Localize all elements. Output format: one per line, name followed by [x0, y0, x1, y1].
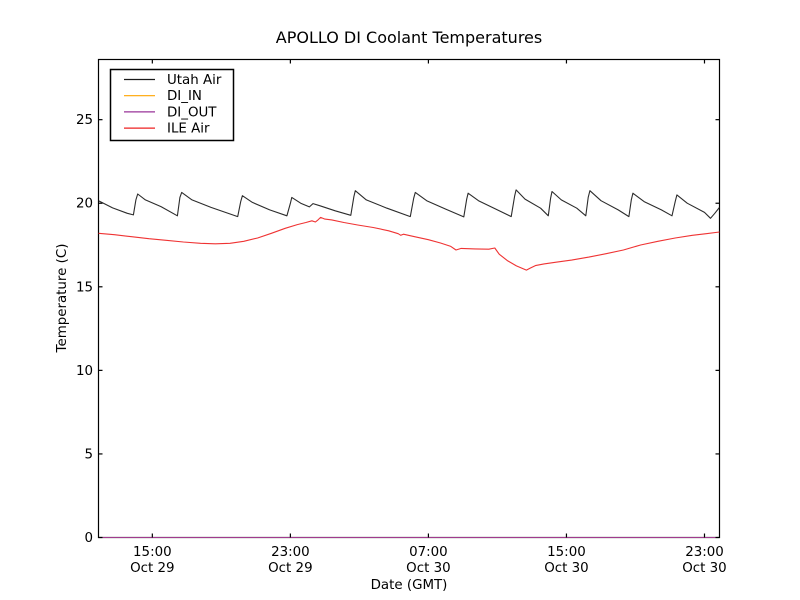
y-tick-label: 25 — [76, 113, 93, 128]
y-tick-label: 5 — [84, 447, 93, 462]
x-tick-time-label: 23:00 — [685, 545, 724, 560]
y-tick-label: 10 — [76, 364, 93, 379]
x-tick-date-label: Oct 30 — [682, 561, 726, 576]
legend-label-ile-air: ILE Air — [167, 122, 210, 137]
x-tick-time-label: 15:00 — [133, 545, 172, 560]
series-line-utah-air — [98, 189, 720, 219]
chart-title: APOLLO DI Coolant Temperatures — [276, 28, 542, 47]
legend-item-utah-air: Utah Air — [124, 73, 222, 88]
legend-item-di-out: DI_OUT — [124, 105, 217, 120]
x-tick-time-label: 23:00 — [271, 545, 310, 560]
x-tick-time-label: 15:00 — [547, 545, 586, 560]
x-tick-date-label: Oct 29 — [268, 561, 312, 576]
y-tick-label: 0 — [84, 531, 93, 546]
legend-item-ile-air: ILE Air — [124, 122, 210, 137]
x-tick-date-label: Oct 29 — [130, 561, 174, 576]
legend-label-di-out: DI_OUT — [167, 105, 217, 120]
x-tick-time-label: 07:00 — [409, 545, 448, 560]
x-axis-label: Date (GMT) — [371, 578, 448, 593]
y-tick-label: 15 — [76, 280, 93, 295]
legend: Utah Air DI_IN DI_OUT ILE Air — [109, 68, 235, 142]
legend-label-di-in: DI_IN — [167, 89, 202, 104]
series-line-ile-air — [98, 216, 720, 271]
x-tick-date-label: Oct 30 — [544, 561, 588, 576]
x-tick-date-label: Oct 30 — [406, 561, 450, 576]
legend-label-utah-air: Utah Air — [167, 73, 222, 88]
y-tick-label: 20 — [76, 197, 93, 212]
legend-item-di-in: DI_IN — [124, 89, 202, 104]
y-axis-label: Temperature (C) — [55, 244, 70, 354]
